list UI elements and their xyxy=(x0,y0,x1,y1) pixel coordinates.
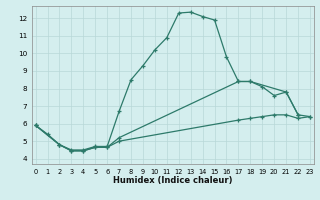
X-axis label: Humidex (Indice chaleur): Humidex (Indice chaleur) xyxy=(113,176,233,185)
